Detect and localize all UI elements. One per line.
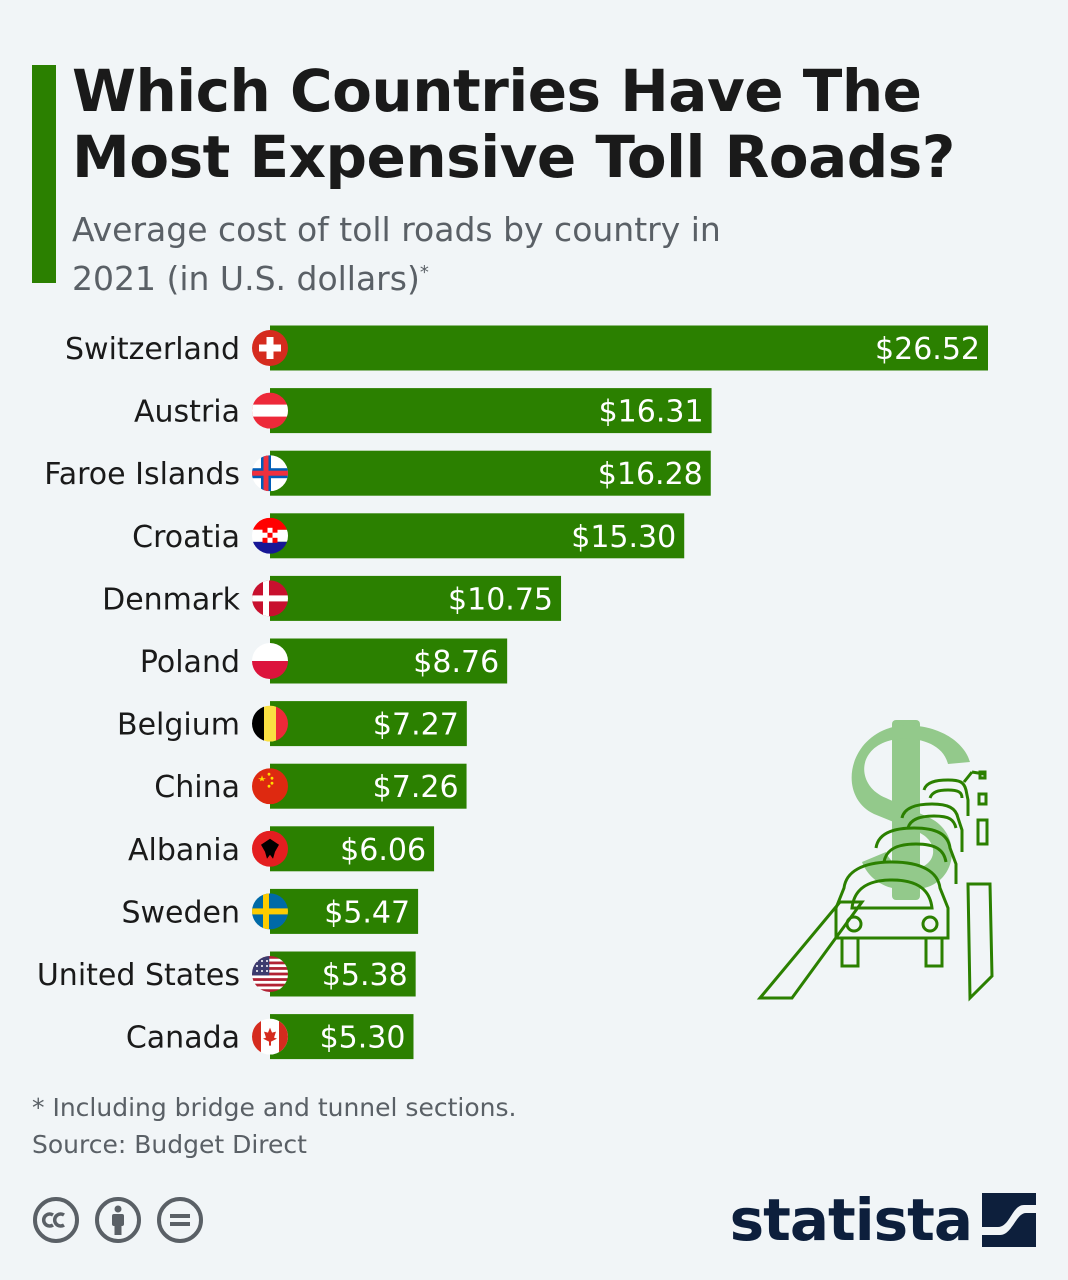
subtitle-footnote-mark: * xyxy=(419,262,429,283)
bar-croatia xyxy=(270,513,685,559)
bar-faroe-islands xyxy=(270,450,711,496)
category-label: United States xyxy=(37,958,240,993)
sweden-flag-icon xyxy=(252,893,288,930)
category-label: Croatia xyxy=(132,520,240,555)
albania-flag-icon xyxy=(252,830,288,867)
subtitle-text: Average cost of toll roads by country in… xyxy=(72,210,721,298)
china-flag-icon xyxy=(252,768,288,805)
austria-flag-icon xyxy=(252,392,288,429)
category-label: Albania xyxy=(128,833,240,868)
poland-flag-icon xyxy=(252,643,288,679)
bar-value-label: $15.30 xyxy=(571,520,676,555)
bar-value-label: $16.31 xyxy=(599,395,704,430)
denmark-flag-icon xyxy=(252,580,288,617)
bar-austria xyxy=(270,388,712,434)
creative-commons-icon[interactable] xyxy=(32,1196,80,1244)
footnote: * Including bridge and tunnel sections. xyxy=(32,1093,517,1122)
canada-flag-icon xyxy=(252,1018,288,1055)
bar-value-label: $16.28 xyxy=(598,457,703,492)
category-label: China xyxy=(154,770,240,805)
statista-logo-icon xyxy=(982,1193,1036,1247)
bar-value-label: $26.52 xyxy=(875,332,980,367)
bar-value-label: $10.75 xyxy=(448,582,553,617)
switzerland-flag-icon xyxy=(252,330,288,366)
bar-chart: $26.52 Switzerland $16.31 Austria $16.28 Faro… xyxy=(37,325,988,1060)
faroe-islands-flag-icon xyxy=(252,455,288,492)
bar-value-label: $5.38 xyxy=(322,958,408,993)
category-label: Sweden xyxy=(121,895,240,930)
bar-belgium xyxy=(270,701,467,747)
bar-sweden xyxy=(270,888,419,934)
no-derivatives-icon[interactable] xyxy=(156,1196,204,1244)
toll-road-cars-illustration xyxy=(756,720,994,1002)
bar-canada xyxy=(270,1014,414,1060)
belgium-flag-icon xyxy=(252,705,288,742)
bar-switzerland xyxy=(270,325,988,371)
category-label: Faroe Islands xyxy=(44,457,240,492)
bar-albania xyxy=(270,826,435,872)
bar-value-label: $5.30 xyxy=(320,1021,406,1056)
bar-poland xyxy=(270,638,508,684)
category-label: Belgium xyxy=(117,708,240,743)
bar-china xyxy=(270,763,467,809)
bar-united-states xyxy=(270,951,416,997)
bar-value-label: $7.27 xyxy=(373,708,459,743)
bar-denmark xyxy=(270,575,562,621)
category-label: Austria xyxy=(134,395,240,430)
category-label: Poland xyxy=(140,645,240,680)
bar-value-label: $5.47 xyxy=(324,895,410,930)
bar-value-label: $8.76 xyxy=(413,645,499,680)
category-label: Canada xyxy=(126,1021,240,1056)
category-label: Denmark xyxy=(102,582,241,617)
category-label: Switzerland xyxy=(65,332,240,367)
license-icons xyxy=(32,1196,204,1244)
croatia-flag-icon xyxy=(252,517,288,554)
chart-subtitle: Average cost of toll roads by country in… xyxy=(72,208,772,300)
chart-title: Which Countries Have The Most Expensive … xyxy=(72,57,955,191)
brand-name: statista xyxy=(729,1186,973,1254)
bar-value-label: $6.06 xyxy=(340,833,426,868)
source-note: Source: Budget Direct xyxy=(32,1130,307,1159)
title-accent-bar xyxy=(32,65,56,283)
bar-value-label: $7.26 xyxy=(373,770,459,805)
statista-logo[interactable]: statista xyxy=(730,1186,1036,1254)
attribution-icon[interactable] xyxy=(94,1196,142,1244)
